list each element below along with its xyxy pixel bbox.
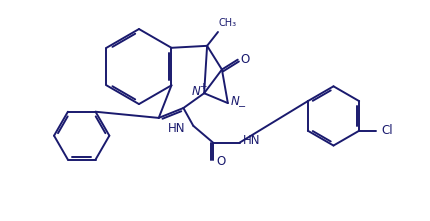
Text: CH₃: CH₃ [218, 18, 236, 28]
Text: N: N [191, 85, 200, 98]
Text: Cl: Cl [381, 124, 393, 137]
Text: −: − [237, 102, 245, 112]
Text: HN: HN [168, 122, 185, 135]
Text: HN: HN [242, 134, 260, 147]
Text: +: + [199, 82, 206, 91]
Text: O: O [240, 53, 249, 66]
Text: N: N [230, 95, 239, 108]
Text: O: O [215, 155, 225, 168]
